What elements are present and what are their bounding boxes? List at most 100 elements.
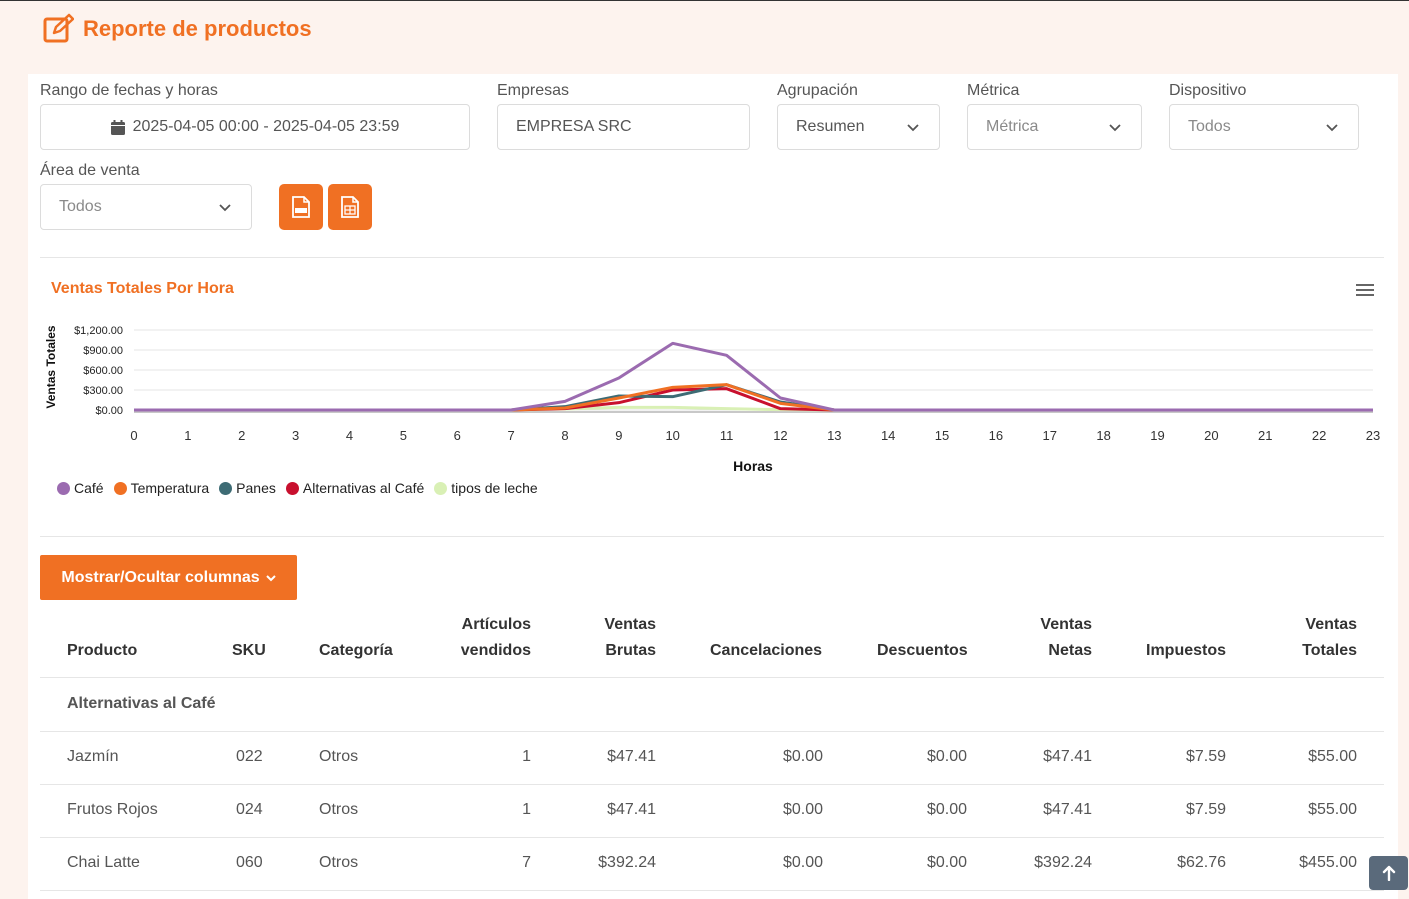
x-axis-label: Horas — [733, 458, 773, 474]
col-articulos-line2: vendidos — [460, 642, 531, 659]
cell-categoria: Otros — [319, 801, 359, 818]
chevron-down-icon — [219, 204, 231, 212]
cell-categoria: Otros — [319, 854, 359, 871]
cell-totales: $55.00 — [1308, 801, 1357, 818]
col-producto[interactable]: Producto — [67, 642, 138, 659]
legend-item[interactable]: Temperatura — [113, 480, 210, 496]
hamburger-menu-icon[interactable] — [1356, 283, 1374, 297]
legend-label: Panes — [236, 480, 276, 496]
edit-icon — [43, 13, 74, 43]
x-tick-label: 8 — [561, 428, 568, 443]
col-sku[interactable]: SKU — [232, 642, 266, 659]
x-tick-label: 9 — [615, 428, 622, 443]
legend-dot — [285, 481, 299, 495]
cell-producto: Frutos Rojos — [67, 801, 158, 818]
x-tick-label: 15 — [935, 428, 949, 443]
col-ventas-brutas[interactable]: Ventas Brutas — [604, 612, 656, 664]
x-tick-label: 10 — [665, 428, 679, 443]
agrupacion-value: Resumen — [796, 118, 865, 135]
area-venta-select[interactable]: Todos — [40, 184, 252, 230]
cell-descuentos: $0.00 — [926, 801, 967, 818]
cell-sku: 022 — [236, 748, 263, 765]
export-pdf-button[interactable] — [279, 184, 323, 230]
chevron-down-icon — [1326, 124, 1338, 132]
legend-dot — [434, 481, 448, 495]
x-tick-label: 11 — [720, 428, 734, 443]
toggle-columns-label: Mostrar/Ocultar columnas — [61, 568, 260, 586]
col-articulos[interactable]: Artículos vendidos — [461, 612, 531, 664]
page-header: Reporte de productos — [0, 1, 1409, 71]
x-tick-label: 2 — [238, 428, 245, 443]
empresas-select[interactable]: EMPRESA SRC — [497, 104, 750, 150]
legend-label: Alternativas al Café — [302, 480, 425, 496]
x-tick-label: 22 — [1312, 428, 1326, 443]
col-cancelaciones[interactable]: Cancelaciones — [710, 642, 823, 659]
x-tick-label: 1 — [184, 428, 191, 443]
series-line[interactable] — [134, 341, 1373, 412]
col-impuestos[interactable]: Impuestos — [1146, 642, 1227, 659]
y-tick-label: $1,200.00 — [74, 325, 123, 337]
cell-impuestos: $7.59 — [1185, 748, 1226, 765]
divider — [40, 536, 1384, 537]
cell-categoria: Otros — [319, 748, 359, 765]
cell-articulos: 1 — [522, 748, 531, 765]
col-totales-line2: Totales — [1302, 642, 1357, 659]
col-ventas-netas[interactable]: Ventas Netas — [1040, 612, 1092, 664]
row-divider — [40, 784, 1384, 785]
agrupacion-select[interactable]: Resumen — [777, 104, 940, 150]
date-range-label: Rango de fechas y horas — [40, 82, 218, 99]
dispositivo-select[interactable]: Todos — [1169, 104, 1359, 150]
agrupacion-label: Agrupación — [777, 82, 858, 99]
row-divider — [40, 837, 1384, 838]
cell-brutas: $47.41 — [607, 748, 656, 765]
date-range-picker[interactable]: 2025-04-05 00:00 - 2025-04-05 23:59 — [40, 104, 470, 150]
metrica-placeholder: Métrica — [986, 118, 1039, 135]
toggle-columns-button[interactable]: Mostrar/Ocultar columnas — [40, 555, 297, 600]
cell-cancelaciones: $0.00 — [782, 854, 823, 871]
col-ventas-totales[interactable]: Ventas Totales — [1302, 612, 1357, 664]
col-descuentos[interactable]: Descuentos — [877, 642, 968, 659]
legend-label: Café — [74, 480, 104, 496]
pdf-file-icon — [292, 196, 310, 218]
dispositivo-value: Todos — [1188, 118, 1231, 135]
export-excel-button[interactable] — [328, 184, 372, 230]
cell-sku: 060 — [236, 854, 263, 871]
cell-cancelaciones: $0.00 — [782, 748, 823, 765]
legend-item[interactable]: Café — [57, 480, 104, 496]
legend-dot — [219, 481, 233, 495]
scroll-to-top-button[interactable] — [1369, 856, 1408, 890]
cell-producto: Chai Latte — [67, 854, 140, 871]
cell-netas: $47.41 — [1043, 801, 1092, 818]
metrica-select[interactable]: Métrica — [967, 104, 1142, 150]
col-articulos-line1: Artículos — [461, 616, 531, 633]
legend-item[interactable]: tipos de leche — [434, 480, 538, 496]
empresas-label: Empresas — [497, 82, 570, 99]
x-tick-label: 17 — [1043, 428, 1057, 443]
col-brutas-line1: Ventas — [604, 616, 656, 633]
chevron-down-icon — [265, 574, 276, 581]
legend-item[interactable]: Alternativas al Café — [285, 480, 425, 496]
cell-sku: 024 — [236, 801, 263, 818]
divider — [40, 257, 1384, 258]
x-tick-label: 3 — [292, 428, 299, 443]
legend-dot — [113, 481, 127, 495]
cell-descuentos: $0.00 — [926, 854, 967, 871]
col-categoria[interactable]: Categoría — [319, 642, 393, 659]
cell-brutas: $392.24 — [598, 854, 656, 871]
group-row: Alternativas al Café — [67, 695, 216, 712]
x-tick-label: 21 — [1258, 428, 1272, 443]
page-title: Reporte de productos — [83, 16, 312, 41]
x-tick-label: 13 — [827, 428, 841, 443]
area-venta-label: Área de venta — [40, 162, 140, 179]
legend-item[interactable]: Panes — [219, 480, 276, 496]
cell-articulos: 7 — [522, 854, 531, 871]
legend-label: Temperatura — [130, 480, 210, 496]
x-tick-label: 6 — [454, 428, 461, 443]
x-tick-label: 7 — [507, 428, 514, 443]
y-tick-label: $900.00 — [83, 345, 123, 357]
excel-file-icon — [341, 196, 359, 218]
x-tick-label: 14 — [881, 428, 895, 443]
chart-title: Ventas Totales Por Hora — [51, 280, 234, 297]
empresas-value: EMPRESA SRC — [516, 118, 632, 135]
